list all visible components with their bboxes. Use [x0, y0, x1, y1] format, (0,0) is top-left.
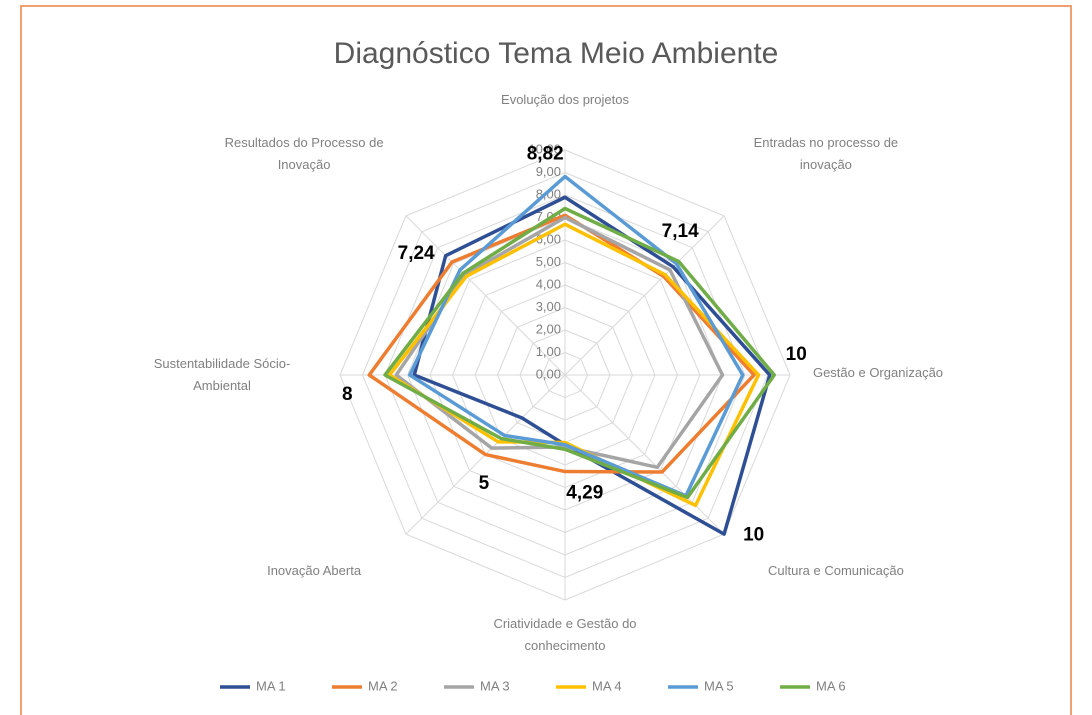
category-label: Entradas no processo de inovação: [753, 135, 899, 173]
r-tick-label: 1,00: [536, 344, 561, 359]
legend-label: MA 3: [480, 678, 510, 693]
annotation: 4,29: [566, 483, 603, 504]
legend-label: MA 1: [256, 678, 286, 693]
r-tick-label: 5,00: [536, 254, 561, 269]
category-label: Sustentabilidade Sócio-Ambiental: [153, 356, 291, 393]
legend-label: MA 2: [368, 678, 398, 693]
axis-spoke: [564, 374, 725, 535]
annotation: 10: [743, 525, 764, 546]
chart-title: Diagnóstico Tema Meio Ambiente: [334, 37, 779, 70]
frame: [20, 5, 1072, 715]
category-label: Resultados do Processo de Inovação: [224, 135, 384, 173]
r-tick-label: 10,00: [528, 141, 561, 156]
axis-spoke: [564, 215, 725, 376]
annotation: 7,24: [398, 243, 435, 264]
category-label: Cultura e Comunicação: [767, 562, 904, 578]
category-label: Inovação Aberta: [267, 562, 362, 578]
category-label: Evolução dos projetos: [501, 92, 629, 107]
axis-spoke: [405, 215, 566, 376]
annotation: 8,82: [527, 144, 564, 165]
r-tick-label: 9,00: [536, 164, 561, 179]
r-tick-label: 0,00: [536, 366, 561, 381]
annotation: 8: [342, 384, 353, 405]
annotation: 10: [786, 344, 807, 365]
annotation: 5: [479, 473, 490, 494]
annotation: 7,14: [662, 221, 699, 242]
r-tick-label: 3,00: [536, 299, 561, 314]
category-label: Criatividade e Gestão do conhecimento: [493, 616, 637, 653]
series-line: [383, 206, 776, 500]
legend-label: MA 4: [592, 678, 622, 693]
r-tick-label: 2,00: [536, 321, 561, 336]
legend-label: MA 6: [816, 678, 846, 693]
series-line: [367, 213, 756, 474]
series-line: [408, 174, 745, 498]
category-label: Gestão e Organização: [812, 365, 944, 380]
r-tick-label: 4,00: [536, 276, 561, 291]
legend-label: MA 5: [704, 678, 734, 693]
